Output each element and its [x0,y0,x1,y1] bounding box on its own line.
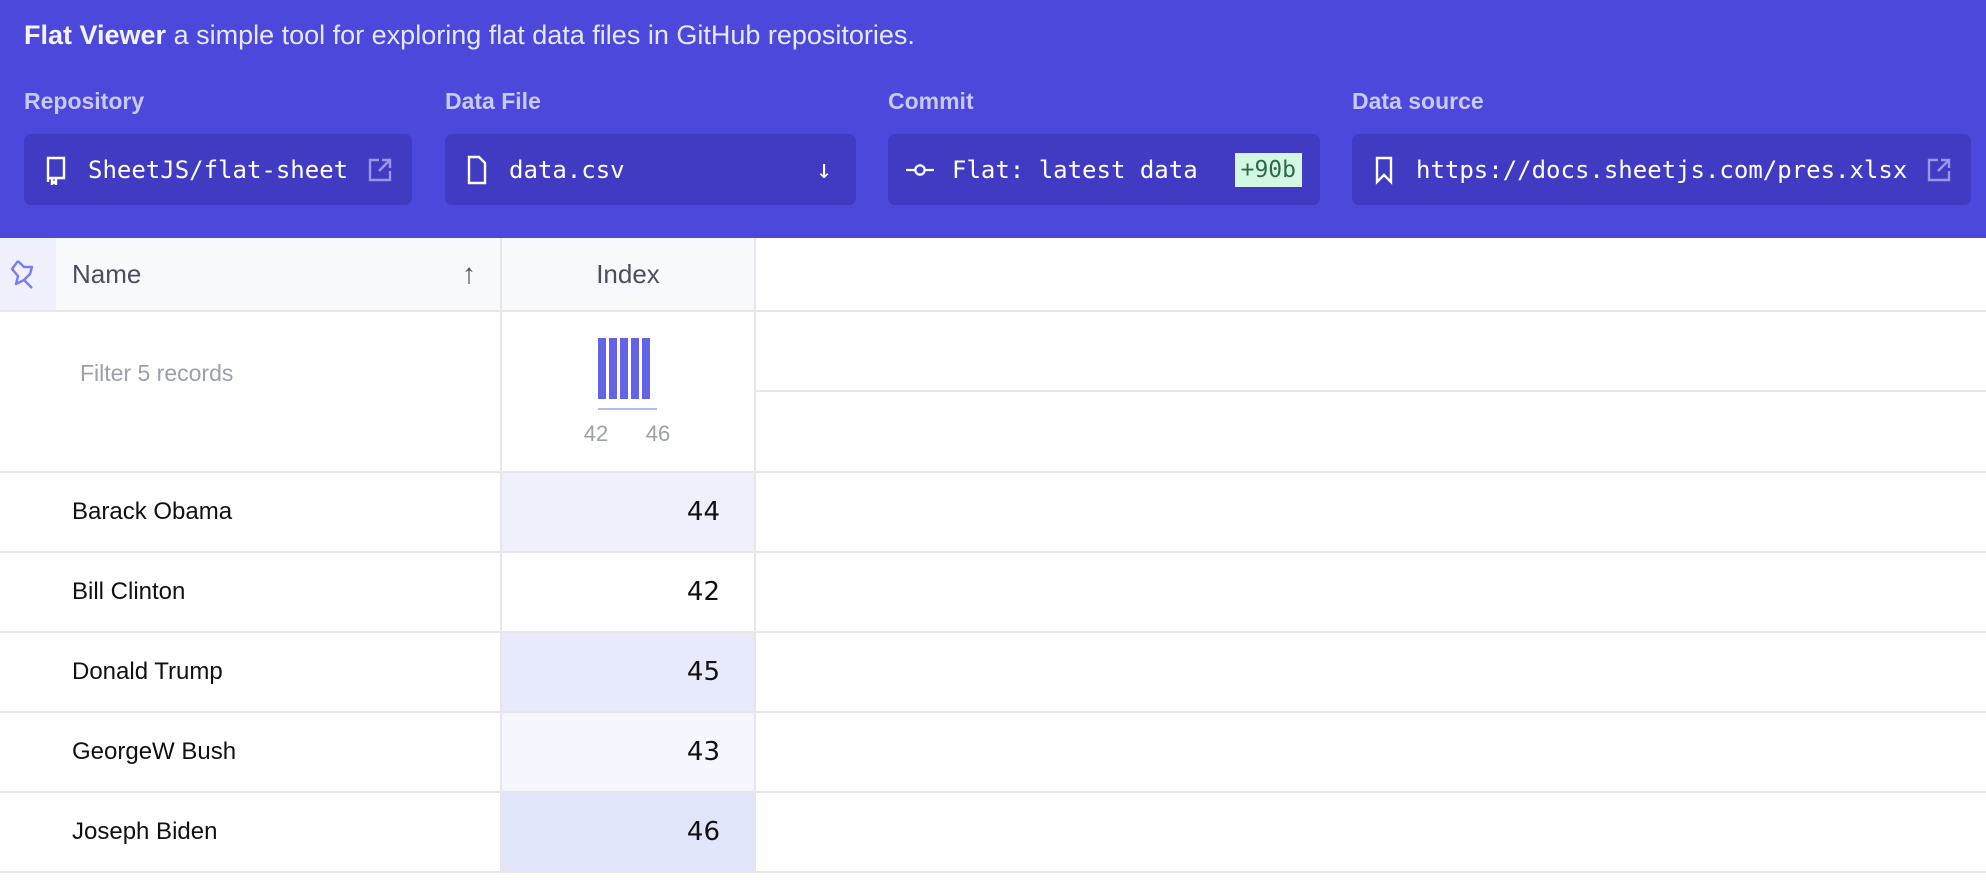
histogram-bar[interactable] [642,338,650,399]
histogram-bar[interactable] [620,338,628,399]
file-icon [463,154,491,186]
commit-size-badge: +90b [1234,152,1302,187]
index-cell: 46 [686,817,720,847]
index-cell: 44 [686,497,720,527]
data-file-label: Data File [445,88,541,114]
external-link-icon[interactable] [366,154,394,186]
pin-column-button[interactable] [0,238,56,310]
data-source-url: https://docs.sheetjs.com/pres.xlsx [1416,155,1908,184]
commit-select[interactable]: Flat: latest data +90b [888,134,1320,205]
filter-input[interactable]: Filter 5 records [80,359,234,386]
data-source-label: Data source [1352,88,1484,114]
app-title: Flat Viewer a simple tool for exploring … [24,20,915,51]
bookmark-icon [1370,154,1398,186]
data-source-link[interactable]: https://docs.sheetjs.com/pres.xlsx [1352,134,1971,205]
sort-ascending-icon[interactable]: ↑ [462,258,476,289]
histogram-range-line [598,408,657,410]
commit-message: Flat: latest data [952,155,1198,184]
index-cell-shade [502,473,754,551]
index-histogram[interactable]: 42 46 [502,310,754,471]
column-header-index[interactable]: Index [596,258,660,289]
index-cell-shade [502,633,754,711]
index-cell-shade [502,713,754,791]
repository-picker[interactable]: SheetJS/flat-sheet [24,134,412,205]
column-header-name[interactable]: Name [72,258,142,289]
histogram-bar[interactable] [609,338,617,399]
index-cell: 42 [686,577,720,607]
name-cell: Joseph Biden [72,818,218,845]
pin-icon [10,260,34,289]
name-cell: Bill Clinton [72,578,186,605]
table-header-row [0,238,754,310]
repository-label: Repository [24,88,145,114]
name-cell: Donald Trump [72,658,223,685]
arrow-down-icon: ↓ [816,154,832,185]
data-file-select[interactable]: data.csv ↓ [445,134,856,205]
index-cell: 45 [686,657,720,687]
repo-icon [42,154,70,186]
app-tagline: a simple tool for exploring flat data fi… [166,20,915,50]
name-cell: Barack Obama [72,498,233,525]
index-cell-shade [502,793,754,871]
histogram-bar[interactable] [631,338,639,399]
data-file-value: data.csv [509,155,625,184]
app-header: Flat Viewer a simple tool for exploring … [0,0,1986,238]
histogram-max-label: 46 [646,421,670,446]
git-commit-icon [906,154,934,186]
histogram-min-label: 42 [584,421,608,446]
index-cell: 43 [686,737,720,767]
external-link-icon[interactable] [1925,154,1953,186]
repository-value: SheetJS/flat-sheet [88,155,349,184]
commit-label: Commit [888,88,974,114]
index-cell-shade [502,553,754,631]
app-name: Flat Viewer [24,20,167,50]
histogram-bar[interactable] [598,338,606,399]
name-cell: GeorgeW Bush [72,738,237,765]
